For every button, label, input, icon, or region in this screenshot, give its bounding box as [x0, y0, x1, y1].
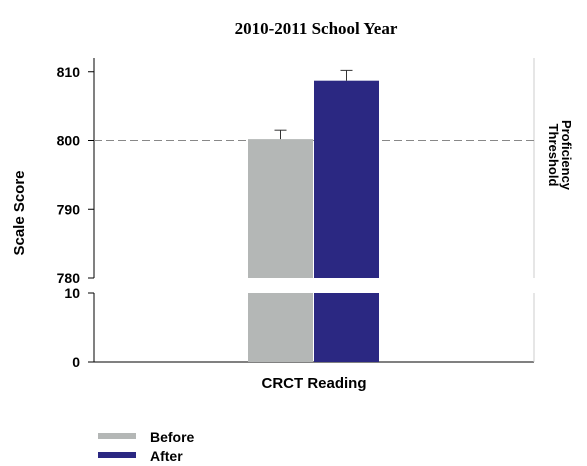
legend-label-before: Before [150, 429, 195, 445]
y-tick-label: 790 [57, 201, 81, 217]
legend: Before After [98, 429, 195, 464]
threshold-label-line1: Proficiency [559, 120, 574, 191]
y-tick-label: 0 [72, 354, 80, 370]
bar-before-lower [248, 293, 313, 362]
y-axis-label: Scale Score [11, 170, 28, 255]
legend-swatch-after [98, 452, 136, 458]
legend-label-after: After [150, 448, 183, 464]
chart-title: 2010-2011 School Year [235, 19, 398, 38]
y-tick-label: 810 [57, 64, 81, 80]
threshold-label-line2: Threshold [546, 124, 561, 187]
bar-before-upper [248, 139, 313, 278]
x-axis-label: CRCT Reading [262, 375, 367, 392]
legend-swatch-before [98, 433, 136, 439]
y-tick-label: 800 [57, 133, 81, 149]
bars [248, 69, 379, 362]
y-tick-label: 780 [57, 270, 81, 286]
y-tick-label: 10 [64, 285, 80, 301]
bar-after-upper [314, 80, 379, 278]
bar-after-lower [314, 293, 379, 362]
